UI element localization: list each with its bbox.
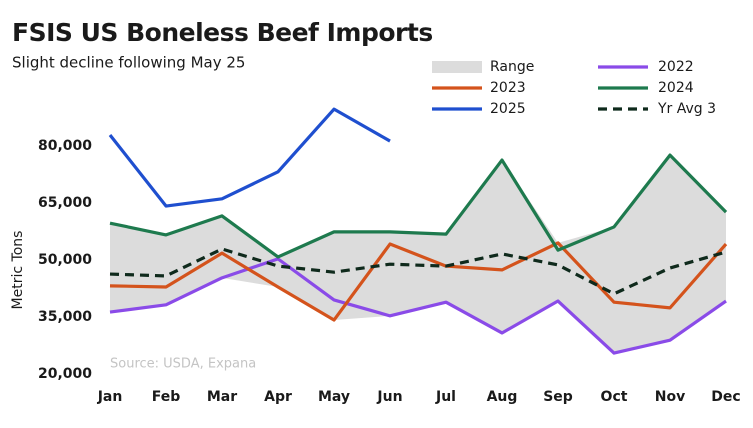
plot: 20,000 35,000 50,000 65,000 80,000 Jan Feb Mar A…	[38, 107, 741, 405]
legend-label: Yr Avg 3	[657, 101, 716, 117]
legend-label: 2023	[490, 80, 526, 96]
series-line	[109, 247, 727, 296]
source-note: Source: USDA, Expana	[110, 357, 256, 372]
series-line	[108, 107, 391, 208]
legend-label: 2022	[658, 59, 694, 75]
chart-subtitle: Slight decline following May 25	[12, 54, 245, 72]
x-tick-label: Oct	[601, 389, 628, 405]
x-tick-label: Apr	[264, 389, 292, 405]
x-tick-label: May	[318, 389, 350, 405]
y-tick-label: 20,000	[38, 366, 92, 382]
legend-swatch	[432, 61, 482, 73]
y-axis-label: Metric Tons	[10, 231, 26, 310]
legend: Range 2022 2023 2024 2025 Yr Avg 3	[432, 59, 716, 117]
y-tick-label: 50,000	[38, 252, 92, 268]
x-tick-label: Jun	[376, 389, 402, 405]
x-tick-label: Sep	[543, 389, 573, 405]
series-line	[109, 153, 728, 259]
series-line	[109, 257, 727, 355]
x-tick-label: Mar	[207, 389, 237, 405]
legend-label: 2024	[658, 80, 694, 96]
x-tick-label: Feb	[152, 389, 181, 405]
x-tick-label: Aug	[487, 389, 518, 405]
chart-title: FSIS US Boneless Beef Imports	[12, 18, 433, 47]
x-tick-label: Nov	[655, 389, 685, 405]
x-tick-label: Jul	[435, 389, 456, 405]
x-tick-label: Dec	[711, 389, 740, 405]
x-tick-label: Jan	[97, 389, 123, 405]
y-tick-label: 80,000	[38, 138, 92, 154]
legend-label: Range	[490, 59, 534, 75]
y-tick-label: 35,000	[38, 309, 92, 325]
legend-label: 2025	[490, 101, 526, 117]
series-line	[109, 241, 728, 322]
y-tick-label: 65,000	[38, 195, 92, 211]
